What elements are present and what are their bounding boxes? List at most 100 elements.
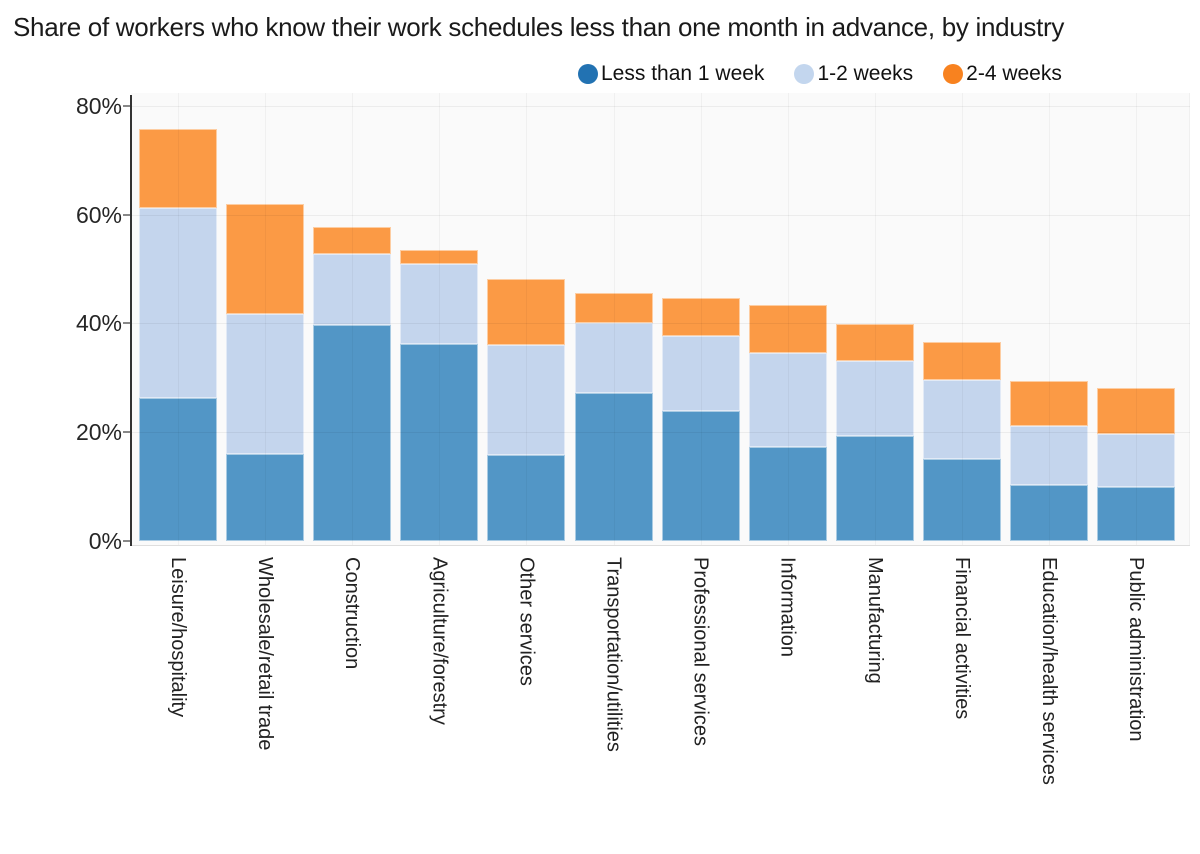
x-axis-label-information: Information bbox=[776, 557, 799, 658]
bar-professional-services[interactable] bbox=[661, 297, 740, 541]
bar-education-health-services[interactable] bbox=[1010, 380, 1088, 541]
bar-segment-leisure-hospitality-1-2-weeks[interactable] bbox=[139, 207, 217, 399]
bar-segment-manufacturing-2-4-weeks[interactable] bbox=[835, 324, 914, 361]
legend-label: 1-2 weeks bbox=[817, 62, 914, 85]
legend-dot-icon bbox=[943, 64, 964, 84]
vertical-gridline bbox=[700, 93, 702, 545]
legend-dot-icon bbox=[578, 64, 598, 84]
bar-segment-manufacturing-1-2-weeks[interactable] bbox=[835, 360, 914, 436]
legend-item-2-4-weeks[interactable]: 2-4 weeks bbox=[943, 62, 1062, 86]
horizontal-gridline bbox=[131, 105, 1190, 107]
vertical-gridline bbox=[874, 93, 876, 545]
vertical-gridline bbox=[1189, 93, 1190, 545]
bar-segment-transportation-utilities-2-4-weeks[interactable] bbox=[574, 293, 653, 324]
vertical-gridline bbox=[961, 93, 963, 545]
bar-manufacturing[interactable] bbox=[835, 324, 914, 541]
x-axis-label-wholesale-retail-trade: Wholesale/retail trade bbox=[254, 557, 277, 751]
legend-label: Less than 1 week bbox=[601, 62, 765, 85]
bar-segment-education-health-services-1-2-weeks[interactable] bbox=[1010, 426, 1088, 485]
bar-segment-wholesale-retail-trade-2-4-weeks[interactable] bbox=[226, 204, 305, 314]
bar-segment-agriculture-forestry-less-than-1-week[interactable] bbox=[400, 343, 479, 541]
legend-item-1-2-weeks[interactable]: 1-2 weeks bbox=[794, 62, 913, 86]
x-axis-label-other-services: Other services bbox=[515, 557, 538, 686]
bar-segment-professional-services-less-than-1-week[interactable] bbox=[661, 410, 740, 541]
bar-segment-education-health-services-less-than-1-week[interactable] bbox=[1010, 484, 1088, 541]
bar-transportation-utilities[interactable] bbox=[574, 293, 653, 541]
bar-segment-information-2-4-weeks[interactable] bbox=[748, 305, 827, 354]
horizontal-gridline bbox=[131, 323, 1190, 325]
vertical-gridline bbox=[1136, 93, 1138, 545]
plot-area bbox=[131, 93, 1190, 546]
bar-segment-leisure-hospitality-less-than-1-week[interactable] bbox=[139, 398, 217, 541]
bar-leisure-hospitality[interactable] bbox=[139, 128, 217, 541]
bar-segment-agriculture-forestry-1-2-weeks[interactable] bbox=[400, 264, 479, 344]
vertical-gridline bbox=[613, 93, 615, 545]
bar-segment-manufacturing-less-than-1-week[interactable] bbox=[835, 436, 914, 541]
legend-item-less-than-1-week[interactable]: Less than 1 week bbox=[578, 62, 764, 86]
bar-segment-financial-activities-2-4-weeks[interactable] bbox=[922, 341, 1001, 380]
y-axis-label-80: 80% bbox=[75, 92, 122, 119]
x-axis-label-financial-activities: Financial activities bbox=[950, 557, 973, 720]
bar-segment-construction-less-than-1-week[interactable] bbox=[313, 325, 392, 541]
chart-title: Share of workers who know their work sch… bbox=[13, 12, 1065, 42]
y-axis-tick bbox=[123, 104, 130, 107]
horizontal-gridline bbox=[131, 214, 1190, 216]
bar-segment-other-services-less-than-1-week[interactable] bbox=[487, 455, 566, 541]
bar-segment-information-1-2-weeks[interactable] bbox=[748, 353, 827, 448]
x-axis-label-leisure-hospitality: Leisure/hospitality bbox=[167, 557, 189, 718]
y-axis-tick bbox=[123, 431, 130, 434]
bar-segment-wholesale-retail-trade-less-than-1-week[interactable] bbox=[226, 453, 305, 541]
bar-other-services[interactable] bbox=[487, 278, 566, 541]
legend: Less than 1 week 1-2 weeks 2-4 weeks bbox=[578, 62, 1062, 86]
horizontal-gridline bbox=[131, 432, 1190, 434]
vertical-gridline bbox=[265, 93, 267, 545]
vertical-gridline bbox=[352, 93, 354, 545]
x-axis-label-public-administration: Public administration bbox=[1125, 557, 1148, 742]
bar-segment-professional-services-1-2-weeks[interactable] bbox=[661, 336, 740, 411]
x-axis-label-agriculture-forestry: Agriculture/forestry bbox=[428, 557, 451, 725]
y-axis-label-20: 20% bbox=[75, 419, 122, 446]
bar-segment-construction-2-4-weeks[interactable] bbox=[313, 227, 392, 254]
y-axis-label-0: 0% bbox=[88, 528, 122, 554]
vertical-gridline bbox=[439, 93, 441, 545]
y-axis-tick bbox=[123, 540, 130, 542]
vertical-gridline bbox=[526, 93, 528, 545]
bar-segment-professional-services-2-4-weeks[interactable] bbox=[661, 297, 740, 337]
vertical-gridline bbox=[178, 93, 179, 545]
y-axis-tick bbox=[123, 213, 130, 216]
bar-segment-public-administration-less-than-1-week[interactable] bbox=[1097, 486, 1176, 541]
legend-label: 2-4 weeks bbox=[966, 62, 1062, 85]
bar-information[interactable] bbox=[748, 305, 827, 541]
bar-segment-financial-activities-less-than-1-week[interactable] bbox=[922, 458, 1001, 541]
x-axis-label-transportation-utilities: Transportation/utilities bbox=[602, 557, 625, 752]
bar-segment-leisure-hospitality-2-4-weeks[interactable] bbox=[139, 128, 217, 208]
x-axis-label-professional-services: Professional services bbox=[689, 557, 712, 746]
bar-segment-other-services-2-4-weeks[interactable] bbox=[487, 278, 566, 346]
bar-segment-financial-activities-1-2-weeks[interactable] bbox=[922, 379, 1001, 459]
vertical-gridline bbox=[787, 93, 789, 545]
y-axis-label-60: 60% bbox=[75, 201, 122, 228]
bar-segment-public-administration-1-2-weeks[interactable] bbox=[1097, 433, 1176, 487]
bar-segment-education-health-services-2-4-weeks[interactable] bbox=[1010, 380, 1088, 427]
bar-segment-transportation-utilities-less-than-1-week[interactable] bbox=[574, 393, 653, 541]
bar-segment-construction-1-2-weeks[interactable] bbox=[313, 253, 392, 326]
x-axis-label-manufacturing: Manufacturing bbox=[863, 557, 886, 684]
vertical-gridline bbox=[1049, 93, 1050, 545]
bar-segment-wholesale-retail-trade-1-2-weeks[interactable] bbox=[226, 313, 305, 454]
x-axis-label-construction: Construction bbox=[341, 557, 364, 670]
y-axis-label-40: 40% bbox=[75, 310, 122, 337]
bar-segment-agriculture-forestry-2-4-weeks[interactable] bbox=[400, 249, 479, 265]
bar-wholesale-retail-trade[interactable] bbox=[226, 204, 305, 541]
legend-dot-icon bbox=[794, 64, 815, 84]
bar-public-administration[interactable] bbox=[1097, 387, 1176, 541]
bar-construction[interactable] bbox=[313, 227, 392, 541]
bar-financial-activities[interactable] bbox=[922, 341, 1001, 541]
bar-agriculture-forestry[interactable] bbox=[400, 249, 479, 541]
x-axis-label-education-health-services: Education/health services bbox=[1038, 557, 1060, 785]
bar-segment-public-administration-2-4-weeks[interactable] bbox=[1097, 387, 1176, 434]
bar-segment-transportation-utilities-1-2-weeks[interactable] bbox=[574, 323, 653, 394]
y-axis-tick bbox=[123, 322, 130, 325]
bar-segment-other-services-1-2-weeks[interactable] bbox=[487, 345, 566, 456]
bar-segment-information-less-than-1-week[interactable] bbox=[748, 447, 827, 541]
